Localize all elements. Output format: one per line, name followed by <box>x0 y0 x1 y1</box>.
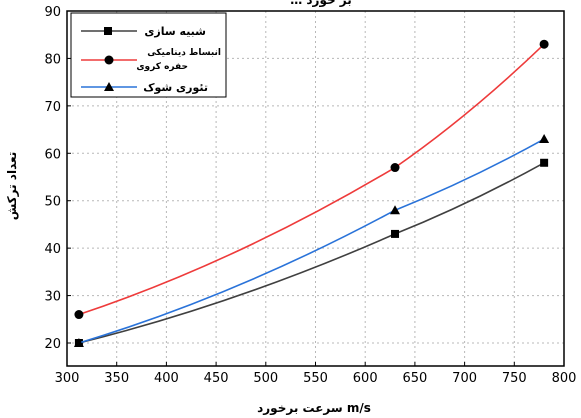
x-tick-label: 500 <box>253 371 278 386</box>
square-icon <box>391 229 400 238</box>
legend-box <box>70 12 227 98</box>
legend-label-simulation: شبیه سازی <box>144 25 206 38</box>
series-line-0 <box>78 162 545 344</box>
y-tick-label: 70 <box>44 100 61 115</box>
grid <box>66 10 565 366</box>
x-axis-title: سرعت برخورد m/s <box>257 401 371 416</box>
y-tick-label: 80 <box>44 52 61 67</box>
series-line-1 <box>78 43 545 316</box>
x-tick-label: 400 <box>154 371 179 386</box>
x-tick-label: 800 <box>552 371 577 386</box>
circle-icon <box>390 163 400 173</box>
triangle-icon <box>390 205 401 215</box>
tick-labels: 300 350 400 450 500 550 600 650 700 750 800 20 30 40 5… <box>44 5 576 386</box>
legend-label-shock-theory: تئوری شوک <box>143 81 208 94</box>
x-tick-label: 300 <box>55 371 80 386</box>
triangle-icon <box>73 338 84 347</box>
square-icon <box>540 158 549 167</box>
x-tick-label: 600 <box>353 371 378 386</box>
y-tick-label: 20 <box>44 337 61 352</box>
y-tick-label: 30 <box>44 290 61 305</box>
x-tick-label: 750 <box>502 371 527 386</box>
x-tick-label: 450 <box>204 371 229 386</box>
circle-icon <box>104 55 114 65</box>
x-tick-label: 550 <box>303 371 328 386</box>
y-tick-label: 50 <box>44 195 61 210</box>
x-tick-label: 650 <box>402 371 427 386</box>
y-tick-label: 40 <box>44 242 61 257</box>
y-tick-label: 60 <box>44 147 61 162</box>
legend-label-cavity-expansion-line2: حفره کروی <box>136 62 188 72</box>
y-tick-label: 90 <box>44 5 61 20</box>
chart-title: … بر خورد <box>290 0 352 8</box>
y-axis-title: تعداد ترکش <box>5 152 19 221</box>
legend: شبیه سازی انبساط دینامیکی حفره کروی تئور… <box>70 12 227 98</box>
series-line-2 <box>78 138 545 344</box>
circle-icon <box>539 39 549 49</box>
plot-frame <box>66 10 565 367</box>
square-icon <box>104 27 112 35</box>
circle-icon <box>74 310 84 320</box>
x-tick-label: 350 <box>104 371 129 386</box>
series-layer <box>73 39 550 347</box>
x-tick-label: 700 <box>452 371 477 386</box>
triangle-icon <box>539 134 550 144</box>
legend-label-cavity-expansion-line1: انبساط دینامیکی <box>147 48 221 58</box>
triangle-icon <box>104 82 114 91</box>
